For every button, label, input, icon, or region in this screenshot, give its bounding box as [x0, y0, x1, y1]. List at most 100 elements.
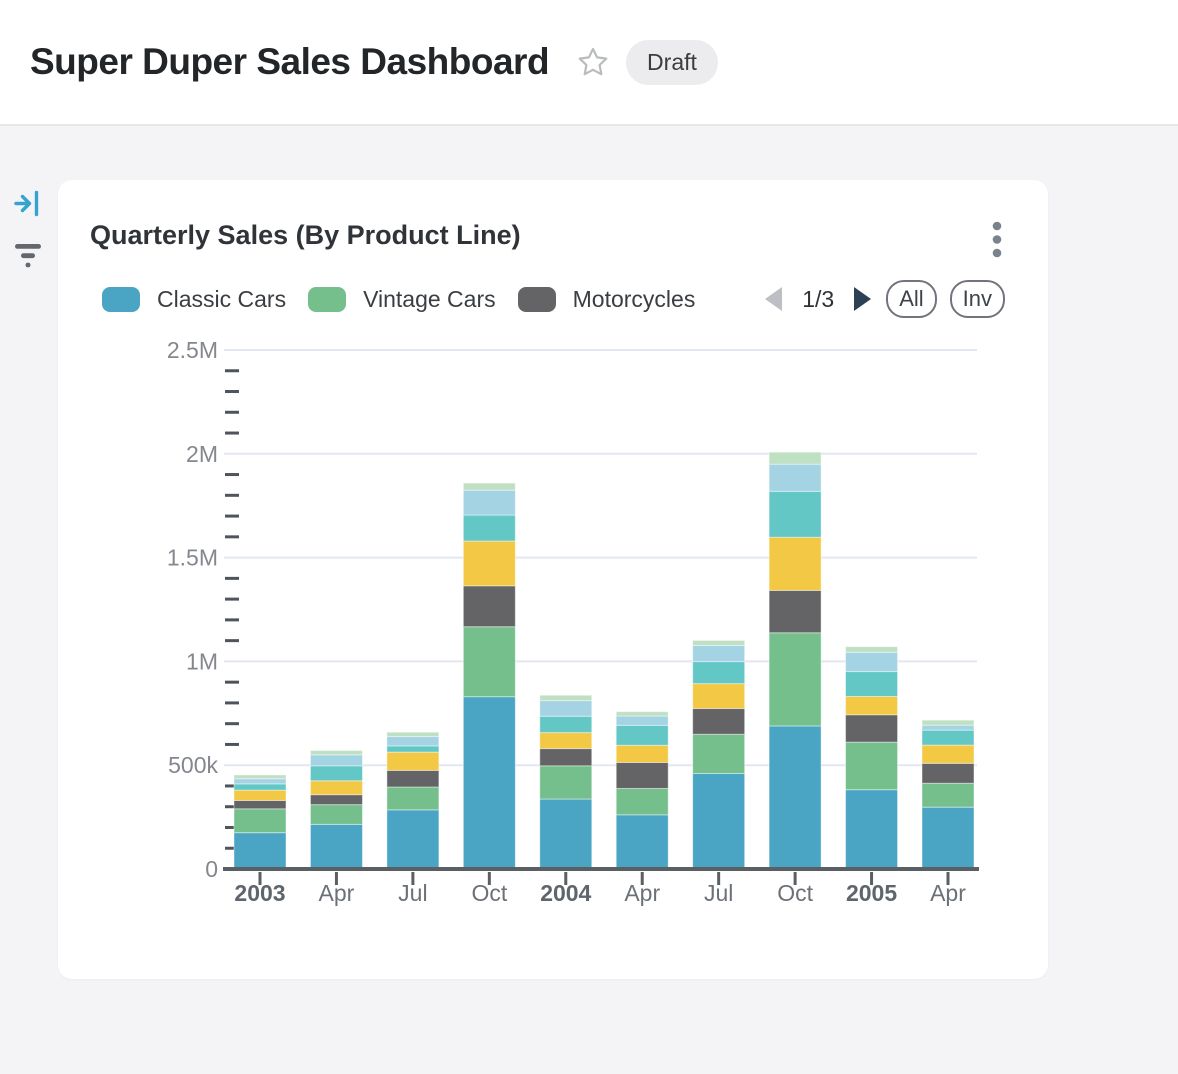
quarterly-sales-chart: 0 500k 1M 1.5M 2M 2.5M 2003 Apr Jul Oct 2004 Apr Jul…	[167, 337, 979, 906]
bar-segment	[692, 683, 746, 710]
bar-segment	[386, 731, 440, 738]
bar-segment	[539, 700, 593, 717]
bar-segment	[921, 719, 975, 726]
bar-segment	[615, 744, 669, 764]
bar-segment	[233, 808, 287, 834]
x-axis-label: 2005	[846, 880, 897, 906]
legend-invert-button[interactable]: Inv	[949, 280, 1005, 318]
bar-segment	[692, 661, 746, 685]
bar-segment	[768, 490, 822, 538]
legend-label: Motorcycles	[572, 285, 696, 312]
app-header: Super Duper Sales Dashboard Draft	[0, 0, 1178, 126]
chart-card: Quarterly Sales (By Product Line) Classi…	[58, 180, 1048, 979]
page-title: Super Duper Sales Dashboard	[30, 41, 550, 82]
y-axis-label: 1M	[186, 648, 218, 674]
filter-icon	[15, 244, 41, 268]
star-icon	[578, 47, 608, 76]
bar-segment	[615, 715, 669, 726]
bar-segment	[845, 651, 899, 673]
bar-segment	[615, 787, 669, 816]
bar-segment	[386, 745, 440, 753]
bar-segment	[233, 774, 287, 780]
bar-segment	[462, 489, 516, 516]
bar-segment	[692, 733, 746, 775]
bar-segment	[539, 798, 593, 870]
bar-segment	[386, 809, 440, 870]
bar-segment	[386, 751, 440, 771]
bar-segment	[539, 715, 593, 734]
x-axis-label: Jul	[398, 880, 427, 906]
bar-segment	[615, 814, 669, 870]
bar-segment	[233, 789, 287, 801]
favorite-button[interactable]	[576, 45, 610, 79]
bar-segment	[845, 646, 899, 653]
legend-select-all-button[interactable]: All	[886, 280, 937, 318]
bar-segment	[233, 832, 287, 870]
x-axis-label: Oct	[471, 880, 507, 906]
y-axis-label: 2M	[186, 441, 218, 467]
kebab-menu-icon	[992, 221, 1002, 258]
bar-segment	[768, 536, 822, 591]
bar-segment	[921, 724, 975, 731]
legend-item-1[interactable]: Vintage Cars	[308, 286, 496, 313]
x-axis-label: 2004	[540, 880, 591, 906]
bar-segment	[539, 694, 593, 702]
legend-item-2[interactable]: Motorcycles	[517, 285, 696, 313]
filter-button[interactable]	[15, 244, 41, 274]
x-axis-label: Jul	[704, 880, 733, 906]
bar-segment	[768, 589, 822, 634]
x-axis-label: 2003	[234, 880, 285, 906]
y-axis-label: 1.5M	[167, 545, 218, 571]
legend-swatch	[308, 286, 347, 312]
bar-segment	[462, 482, 516, 491]
bar-segment	[845, 695, 899, 716]
x-axis-label: Apr	[930, 880, 966, 906]
bar-segment	[539, 748, 593, 767]
legend-swatch	[517, 286, 556, 312]
legend-items: Classic Cars Vintage Cars Motorcycles	[102, 286, 717, 313]
card-menu-button[interactable]	[987, 220, 1007, 260]
collapse-panel-button[interactable]	[14, 190, 41, 222]
bar-segment	[921, 806, 975, 870]
legend-item-0[interactable]: Classic Cars	[102, 286, 286, 313]
y-axis-label: 0	[205, 856, 218, 882]
bar-segment	[692, 639, 746, 646]
bar-segment	[845, 714, 899, 743]
bar-segment	[462, 626, 516, 698]
y-axis-label: 500k	[168, 752, 218, 778]
y-axis-label: 2.5M	[167, 337, 218, 363]
legend-label: Vintage Cars	[363, 285, 496, 312]
bar-segment	[386, 786, 440, 811]
bar-segment	[309, 765, 363, 782]
bar-segment	[309, 780, 363, 796]
bar-segment	[768, 463, 822, 492]
bar-segment	[233, 783, 287, 791]
x-axis-label: Apr	[624, 880, 660, 906]
bar-segment	[539, 765, 593, 800]
bar-segment	[309, 794, 363, 806]
bar-segment	[615, 762, 669, 789]
legend-label: Classic Cars	[157, 285, 287, 312]
legend-pagination: 1/3 All Inv	[765, 280, 1005, 318]
bar-segment	[692, 708, 746, 735]
bar-segment	[233, 799, 287, 810]
arrow-to-bar-icon	[14, 190, 39, 217]
legend-prev-button[interactable]	[765, 287, 783, 311]
legend-next-button[interactable]	[854, 287, 872, 311]
bar-segment	[462, 585, 516, 628]
bar-segment	[768, 632, 822, 727]
bar-segment	[921, 729, 975, 746]
bar-segment	[462, 696, 516, 870]
bar-segment	[921, 744, 975, 764]
x-axis-label: Oct	[777, 880, 813, 906]
bar-segment	[233, 778, 287, 785]
bar-segment	[309, 749, 363, 756]
bar-segment	[921, 762, 975, 784]
bar-segment	[386, 736, 440, 747]
bar-segment	[615, 724, 669, 746]
bar-segment	[309, 823, 363, 870]
bar-segment	[845, 741, 899, 791]
bar-segment	[386, 769, 440, 788]
bar-segment	[615, 711, 669, 717]
bar-segment	[845, 671, 899, 697]
